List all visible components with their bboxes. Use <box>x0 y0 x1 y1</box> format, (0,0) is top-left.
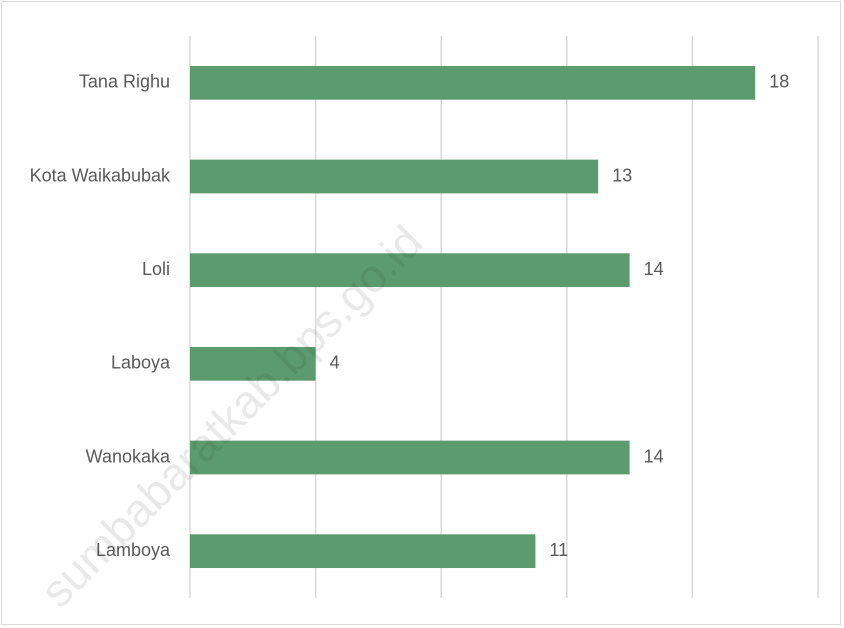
category-label: Lamboya <box>96 540 171 560</box>
category-label: Wanokaka <box>86 446 171 466</box>
value-labels: 18 13 14 4 14 11 <box>330 72 790 560</box>
bar-lamboya <box>190 534 536 569</box>
gridlines <box>189 36 819 598</box>
bar-tana-righu <box>190 65 756 100</box>
bar-kota-waikabubak <box>190 159 599 194</box>
category-label: Kota Waikabubak <box>30 165 171 185</box>
category-label: Loli <box>142 259 170 279</box>
value-label: 11 <box>549 540 568 560</box>
bar-loli <box>190 253 630 288</box>
category-label: Laboya <box>111 353 171 373</box>
value-label: 14 <box>644 259 664 279</box>
value-label: 18 <box>769 72 789 92</box>
value-label: 4 <box>330 353 340 373</box>
value-label: 14 <box>644 446 664 466</box>
bars <box>190 65 756 569</box>
bar-laboya <box>190 346 316 381</box>
bar-wanokaka <box>190 440 630 475</box>
category-label: Tana Righu <box>79 72 170 92</box>
category-labels: Tana Righu Kota Waikabubak Loli Laboya Wanok… <box>30 72 171 560</box>
value-label: 13 <box>612 165 632 185</box>
